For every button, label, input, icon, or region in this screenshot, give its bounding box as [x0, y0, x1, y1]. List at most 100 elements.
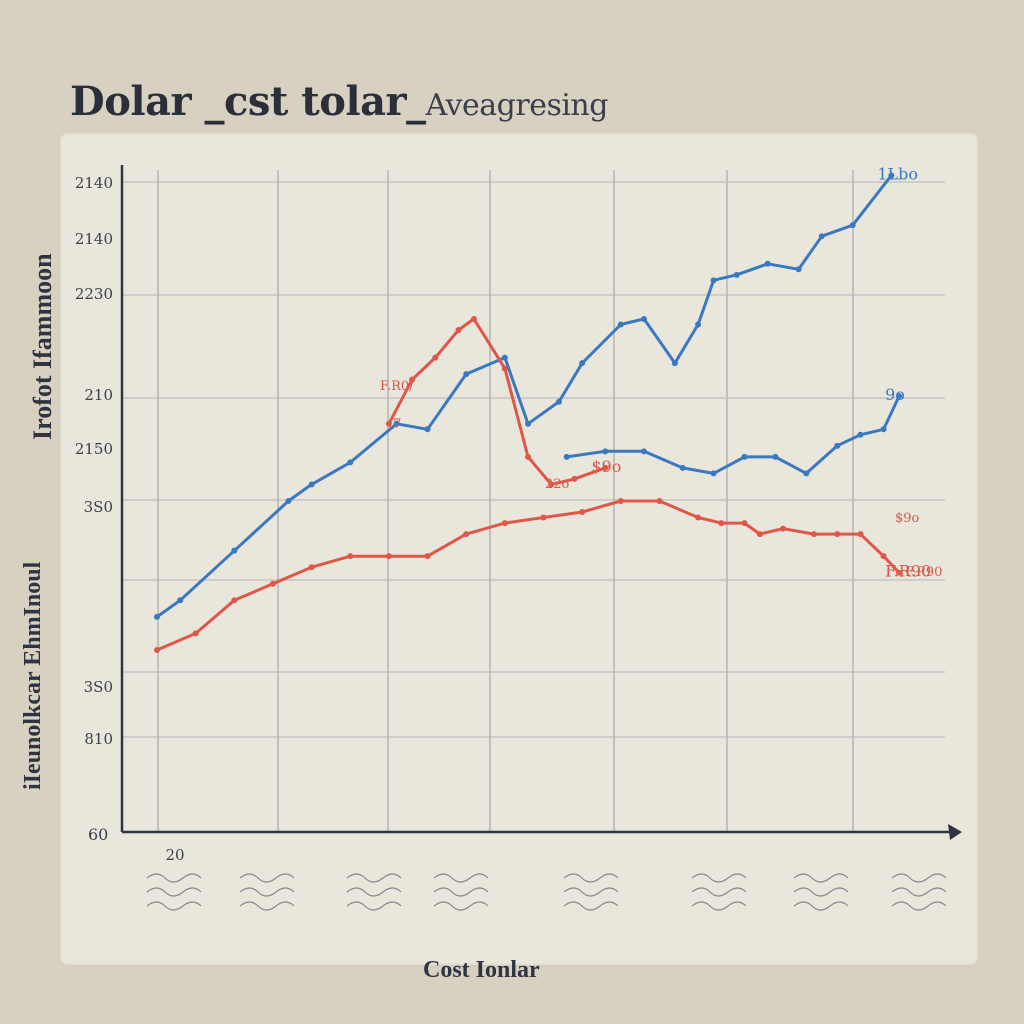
y-tick-label-6: 3S0 [84, 678, 113, 696]
x-tick-scribble-2-0 [346, 873, 402, 883]
series-1-point-10 [880, 426, 887, 433]
series-3-point-0 [385, 420, 392, 427]
chart-paper [62, 135, 976, 963]
series-0-point-6 [393, 420, 400, 427]
series-2-point-23 [896, 569, 903, 576]
series-1-point-11 [896, 393, 903, 400]
series-2-point-20 [834, 531, 841, 538]
y-tick-label-2: 2230 [75, 285, 113, 303]
series-1-point-9 [857, 431, 864, 438]
series-0-point-1 [177, 597, 184, 604]
y-tick-label-3: 210 [84, 386, 113, 404]
series-1-point-0 [563, 453, 570, 460]
series-0-point-16 [695, 321, 702, 328]
x-tick-scribble-2-2 [346, 901, 402, 911]
x-tick-scribble-4-2 [563, 901, 619, 911]
series-line-3 [387, 317, 607, 486]
series-1-point-5 [741, 453, 748, 460]
y-tick-label-1: 2140 [75, 230, 113, 248]
series-1-point-8 [834, 442, 841, 449]
series-2-point-9 [501, 520, 508, 527]
series-0-point-22 [849, 222, 856, 229]
series-2-point-13 [656, 498, 663, 504]
series-2-point-14 [695, 514, 702, 521]
series-line-1 [565, 394, 901, 475]
series-1-point-2 [640, 448, 647, 455]
annotation-3: $9o [895, 511, 920, 526]
series-3-point-1 [409, 376, 416, 383]
x-axis-label: Cost Ionlar [423, 957, 540, 983]
x-axis-arrow [948, 824, 962, 840]
series-2-point-12 [617, 498, 624, 504]
series-end-label-0: 1Lbo [877, 165, 918, 184]
x-tick-scribble-5-1 [691, 887, 747, 897]
x-tick-scribble-3-2 [433, 901, 489, 911]
chart-subtitle: Aveagresing [425, 88, 609, 123]
annotation-4: F.R90 [905, 565, 942, 580]
series-0-point-8 [463, 371, 470, 378]
series-3-point-3 [455, 326, 462, 333]
series-0-point-10 [525, 420, 532, 427]
x-tick-scribble-1-2 [239, 901, 295, 911]
series-0-point-9 [501, 354, 508, 361]
series-0-point-12 [579, 360, 586, 367]
x-tick-scribble-5-0 [691, 873, 747, 883]
x-tick-scribble-0-2 [146, 901, 202, 911]
series-2-point-5 [347, 553, 354, 560]
series-0-point-4 [308, 481, 315, 488]
series-2-point-2 [231, 597, 238, 604]
x-tick-scribble-2-1 [346, 887, 402, 897]
annotation-0: F.R0/ [380, 379, 414, 394]
x-tick-scribble-6-0 [793, 873, 849, 883]
series-3-point-4 [470, 315, 477, 322]
y-tick-label-0: 2140 [75, 174, 113, 192]
series-2-point-6 [385, 553, 392, 560]
series-0-point-18 [733, 271, 740, 278]
series-1-point-6 [772, 453, 779, 460]
series-2-point-17 [756, 531, 763, 538]
series-2-point-8 [463, 531, 470, 538]
x-tick-scribble-4-1 [563, 887, 619, 897]
x-tick-scribble-0-0 [146, 873, 202, 883]
x-tick-label-0: 20 [165, 846, 184, 864]
series-0-point-7 [424, 426, 431, 433]
y-tick-label-7: 810 [84, 730, 113, 748]
series-0-point-15 [671, 360, 678, 367]
chart-title: Dolar _cst tolar_Aveagresing [70, 78, 608, 125]
series-2-point-1 [192, 630, 199, 637]
series-0-point-2 [231, 547, 238, 554]
series-3-point-2 [432, 354, 439, 361]
y-tick-label-5: 3S0 [84, 498, 113, 516]
series-2-point-16 [741, 520, 748, 527]
x-tick-scribble-1-1 [239, 887, 295, 897]
series-0-point-13 [617, 321, 624, 328]
series-0-point-21 [818, 233, 825, 240]
chart-title-main: Dolar _cst tolar_ [70, 78, 426, 125]
series-1-point-3 [679, 464, 686, 471]
x-tick-scribble-1-0 [239, 873, 295, 883]
series-line-0 [155, 174, 893, 619]
series-0-point-11 [555, 398, 562, 405]
x-tick-scribble-7-1 [891, 887, 947, 897]
x-tick-scribble-3-1 [433, 887, 489, 897]
series-2-point-11 [579, 509, 586, 516]
series-2-point-3 [269, 580, 276, 587]
series-3-point-7 [548, 481, 555, 488]
y-axis-end-label: 60 [88, 825, 108, 844]
x-tick-scribble-5-2 [691, 901, 747, 911]
series-line-2 [155, 499, 901, 652]
series-0-point-19 [764, 260, 771, 267]
x-tick-scribble-4-0 [563, 873, 619, 883]
x-tick-scribble-3-0 [433, 873, 489, 883]
series-1-point-1 [602, 448, 609, 455]
y-tick-label-4: 2150 [75, 440, 113, 458]
series-0-point-5 [347, 459, 354, 466]
series-0-point-23 [888, 172, 895, 179]
series-end-label-2: F.R90 [885, 562, 931, 581]
x-tick-scribble-0-1 [146, 887, 202, 897]
series-2-point-19 [811, 531, 818, 538]
series-2-point-22 [880, 553, 887, 560]
annotation-2: 22o [545, 477, 570, 492]
series-3-point-8 [571, 475, 578, 482]
